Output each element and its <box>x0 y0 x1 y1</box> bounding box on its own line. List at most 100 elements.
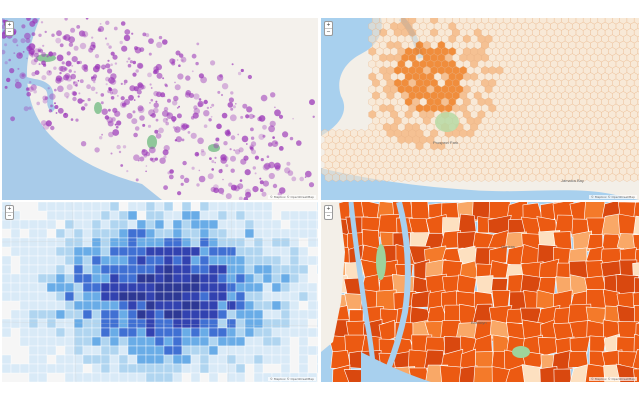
grid-cell <box>37 255 48 266</box>
zoom-in-button[interactable]: + <box>326 22 331 28</box>
grid-cell <box>226 282 237 293</box>
data-point <box>77 98 83 104</box>
square-grid-map[interactable]: + − © Mapbox © OpenStreetMap <box>2 202 318 382</box>
zoom-in-button[interactable]: + <box>326 206 331 212</box>
grid-cell <box>2 354 12 365</box>
grid-cell <box>82 327 93 338</box>
data-point <box>16 44 19 47</box>
data-point <box>260 158 264 162</box>
map-canvas[interactable] <box>2 202 318 382</box>
data-point <box>119 40 123 45</box>
grid-cell <box>244 237 255 248</box>
data-point <box>210 106 212 109</box>
map-canvas[interactable] <box>2 18 318 200</box>
data-point <box>227 129 230 132</box>
data-point <box>225 193 232 200</box>
data-point <box>206 106 210 110</box>
hexbin-map[interactable]: + − Prospect Park Jamaica Bay © Mapbox ©… <box>321 18 639 200</box>
grid-cell <box>100 336 111 347</box>
grid-cell <box>217 228 228 239</box>
grid-cell <box>307 255 318 266</box>
grid-cell <box>262 210 273 221</box>
data-point <box>73 70 77 74</box>
grid-cell <box>145 300 156 311</box>
data-point <box>13 52 16 54</box>
data-point <box>128 94 134 101</box>
zoom-control[interactable]: + − <box>5 21 14 36</box>
grid-cell <box>316 255 318 266</box>
zoom-in-button[interactable]: + <box>7 206 12 212</box>
grid-cell <box>136 309 147 320</box>
data-point <box>108 131 114 138</box>
grid-cell <box>73 219 84 230</box>
grid-cell <box>226 246 237 257</box>
zoom-out-button[interactable]: − <box>325 212 332 219</box>
zoom-control[interactable]: + − <box>324 205 333 220</box>
choropleth-map[interactable]: + − Queens Brooklyn © Mapbox © OpenStree… <box>321 202 639 382</box>
grid-cell <box>208 327 219 338</box>
grid-cell <box>136 327 147 338</box>
region-polygon <box>632 234 639 252</box>
data-point <box>100 93 105 97</box>
data-point <box>107 120 114 127</box>
data-point <box>63 34 71 41</box>
map-canvas[interactable] <box>321 202 639 382</box>
data-point <box>141 149 146 153</box>
grid-cell <box>19 246 30 257</box>
grid-cell <box>316 210 318 221</box>
grid-cell <box>19 336 30 347</box>
grid-cell <box>37 309 48 320</box>
data-point <box>291 176 297 182</box>
zoom-out-button[interactable]: − <box>6 212 13 219</box>
grid-cell <box>298 264 309 275</box>
data-point <box>162 117 168 123</box>
data-point <box>177 191 182 196</box>
grid-cell <box>64 273 75 284</box>
grid-cell <box>46 336 57 347</box>
data-point <box>153 102 159 108</box>
grid-cell <box>163 372 174 382</box>
zoom-out-button[interactable]: − <box>6 28 13 35</box>
grid-cell <box>82 372 93 382</box>
data-point <box>114 123 117 126</box>
data-point <box>41 60 46 66</box>
grid-cell <box>190 363 201 374</box>
grid-cell <box>190 228 201 239</box>
grid-cell <box>73 300 84 311</box>
data-point <box>180 182 184 186</box>
grid-cell <box>199 228 210 239</box>
grid-cell <box>10 273 21 284</box>
data-point <box>124 29 131 35</box>
grid-cell <box>28 318 39 329</box>
grid-cell <box>145 273 156 284</box>
zoom-control[interactable]: + − <box>5 205 14 220</box>
zoom-in-button[interactable]: + <box>7 22 12 28</box>
data-point <box>241 135 249 143</box>
data-point <box>191 70 194 73</box>
data-point <box>137 159 140 162</box>
data-point <box>23 106 29 112</box>
grid-cell <box>226 318 237 329</box>
data-point <box>39 49 44 53</box>
data-point <box>127 57 131 61</box>
grid-cell <box>28 282 39 293</box>
data-point <box>244 188 251 195</box>
grid-cell <box>235 291 246 302</box>
grid-cell <box>181 237 192 248</box>
grid-cell <box>190 219 201 230</box>
grid-cell <box>82 219 93 230</box>
map-canvas[interactable] <box>321 18 639 200</box>
data-point <box>225 164 229 168</box>
data-point <box>81 30 89 38</box>
grid-cell <box>181 345 192 356</box>
data-point <box>196 153 199 156</box>
grid-cell <box>244 273 255 284</box>
point-density-map[interactable]: + − © Mapbox © OpenStreetMap <box>2 18 318 200</box>
data-point <box>51 33 55 37</box>
grid-cell <box>280 237 291 248</box>
zoom-out-button[interactable]: − <box>325 28 332 35</box>
data-point <box>266 155 270 158</box>
grid-cell <box>199 255 210 266</box>
zoom-control[interactable]: + − <box>324 21 333 36</box>
grid-cell <box>217 219 228 230</box>
